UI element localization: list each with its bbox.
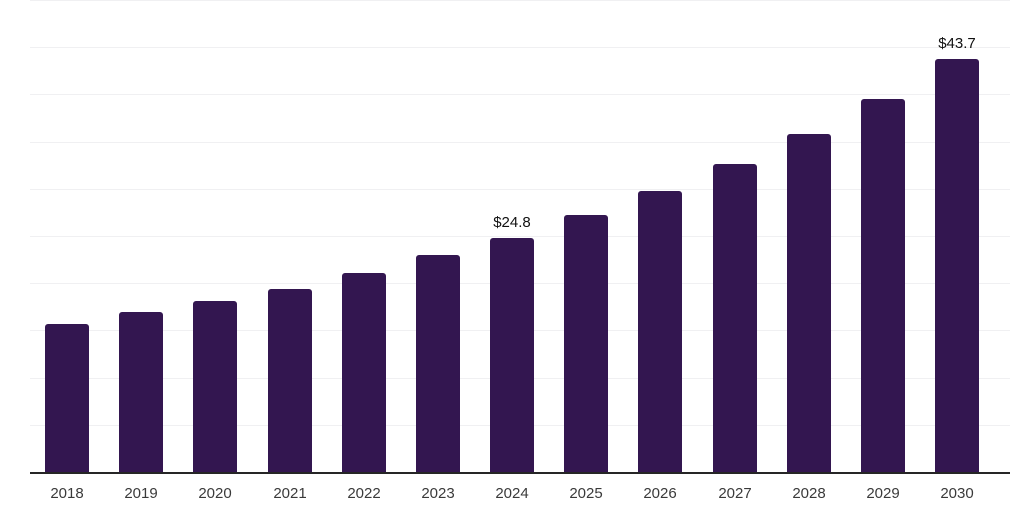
x-axis-label-2024: 2024 <box>495 485 529 502</box>
x-axis-label-2021: 2021 <box>273 485 307 502</box>
x-axis-label-2025: 2025 <box>569 485 603 502</box>
bar-2024 <box>490 238 534 472</box>
x-axis-label-2029: 2029 <box>866 485 900 502</box>
x-axis-line <box>30 472 1010 474</box>
bar-2018 <box>45 324 89 472</box>
gridline <box>30 142 1010 143</box>
bar-2030 <box>935 59 979 472</box>
x-axis-label-2027: 2027 <box>718 485 752 502</box>
bar-2025 <box>564 215 608 472</box>
bar-2029 <box>861 99 905 472</box>
data-label-2024: $24.8 <box>493 214 531 231</box>
bar-2021 <box>268 289 312 472</box>
x-axis-label-2026: 2026 <box>643 485 677 502</box>
x-axis-label-2030: 2030 <box>940 485 974 502</box>
gridline <box>30 94 1010 95</box>
x-axis-label-2020: 2020 <box>198 485 232 502</box>
x-axis-label-2019: 2019 <box>124 485 158 502</box>
x-axis-label-2022: 2022 <box>347 485 381 502</box>
x-axis-label-2023: 2023 <box>421 485 455 502</box>
data-label-2030: $43.7 <box>938 35 976 52</box>
x-axis-label-2028: 2028 <box>792 485 826 502</box>
gridline <box>30 47 1010 48</box>
bar-2023 <box>416 255 460 472</box>
gridline <box>30 189 1010 190</box>
bar-2026 <box>638 191 682 472</box>
bar-2022 <box>342 273 386 472</box>
gridline <box>30 236 1010 237</box>
gridline <box>30 0 1010 1</box>
bar-2019 <box>119 312 163 472</box>
bar-2028 <box>787 134 831 472</box>
x-axis-label-2018: 2018 <box>50 485 84 502</box>
bar-2027 <box>713 164 757 472</box>
bar-2020 <box>193 301 237 472</box>
